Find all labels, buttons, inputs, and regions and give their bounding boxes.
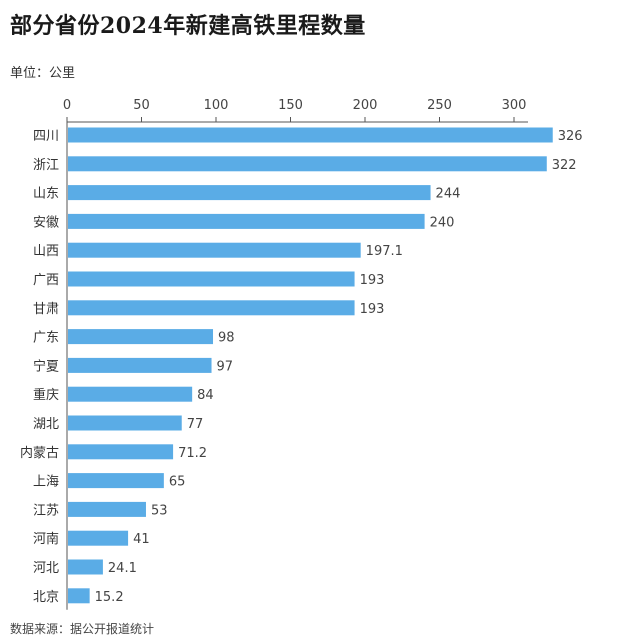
category-label: 安徽 [33, 215, 59, 230]
category-label: 山西 [33, 244, 59, 259]
value-label: 197.1 [366, 244, 403, 259]
value-label: 65 [169, 475, 186, 490]
value-label: 193 [360, 273, 385, 288]
category-label: 上海 [33, 475, 59, 490]
category-label: 甘肃 [33, 302, 59, 317]
x-tick-label: 200 [353, 98, 378, 113]
bar [68, 588, 90, 604]
category-label: 北京 [33, 590, 59, 605]
bar [68, 185, 431, 201]
bar [68, 530, 129, 546]
bar [68, 213, 425, 229]
category-label: 江苏 [33, 502, 59, 518]
x-tick-label: 300 [502, 98, 527, 113]
bar [68, 501, 146, 517]
bar [68, 127, 553, 143]
x-tick-label: 50 [133, 98, 150, 113]
bars: 四川 326 浙江 322 山东 244 安徽 240 山西 197.1 广西 193 甘肃 193 广东 9… [20, 127, 583, 605]
value-label: 71.2 [178, 446, 207, 461]
bar [68, 156, 547, 172]
x-tick-label: 100 [204, 98, 229, 113]
value-label: 240 [430, 215, 455, 230]
bar [68, 300, 355, 316]
x-axis: 0 50 100 150 200 250 300 [63, 98, 528, 610]
category-label: 湖北 [33, 417, 59, 432]
category-label: 广西 [33, 273, 59, 288]
value-label: 97 [217, 359, 234, 374]
bar [68, 386, 193, 402]
value-label: 326 [558, 129, 583, 144]
x-tick-label: 150 [278, 98, 303, 113]
category-label: 河南 [33, 531, 59, 547]
value-label: 24.1 [108, 561, 137, 576]
bar [68, 271, 355, 287]
category-label: 河北 [33, 561, 59, 576]
value-label: 41 [133, 532, 150, 547]
category-label: 浙江 [33, 158, 59, 173]
bar [68, 559, 103, 575]
value-label: 193 [360, 302, 385, 317]
value-label: 98 [218, 331, 235, 346]
unit-label: 单位：公里 [10, 66, 76, 81]
bar [68, 444, 174, 460]
chart-title: 部分省份2024年新建高铁里程数量 [10, 13, 366, 39]
bar [68, 415, 182, 431]
category-label: 重庆 [33, 387, 59, 403]
value-label: 15.2 [95, 590, 124, 605]
category-label: 广东 [33, 331, 59, 346]
category-label: 宁夏 [33, 358, 59, 374]
bar [68, 357, 212, 373]
bar [68, 329, 214, 345]
value-label: 244 [436, 187, 461, 202]
value-label: 84 [197, 388, 214, 403]
bar [68, 473, 164, 489]
x-tick-label: 250 [427, 98, 452, 113]
value-label: 322 [552, 158, 577, 173]
category-label: 四川 [33, 129, 59, 144]
x-tick-label: 0 [63, 98, 71, 113]
category-label: 山东 [33, 187, 59, 202]
bar [68, 242, 361, 258]
category-label: 内蒙古 [20, 445, 59, 461]
value-label: 77 [187, 417, 204, 432]
value-label: 53 [151, 503, 168, 518]
data-source: 数据来源：据公开报道统计 [10, 622, 155, 636]
